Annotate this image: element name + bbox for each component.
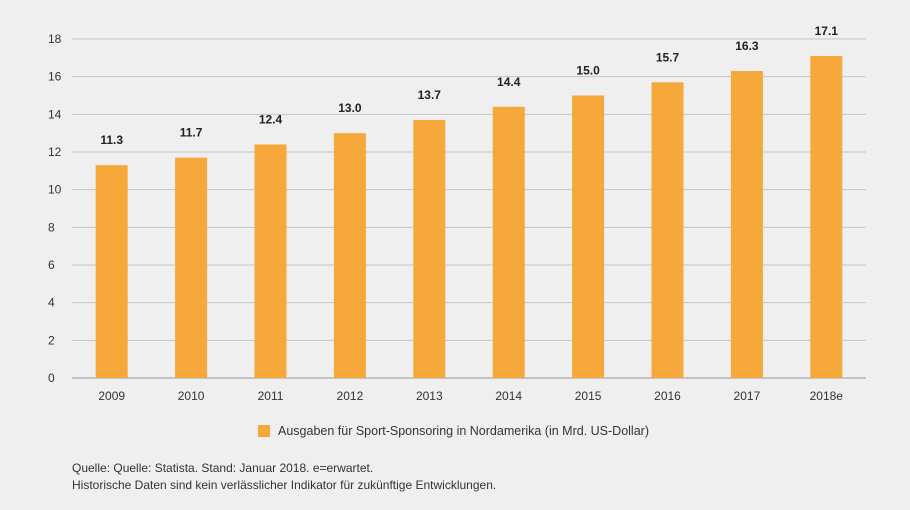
data-label: 13.7 xyxy=(418,88,442,102)
y-tick-label: 4 xyxy=(48,296,55,310)
y-tick-label: 2 xyxy=(48,333,55,347)
data-label: 17.1 xyxy=(815,24,839,38)
x-tick-label: 2009 xyxy=(98,389,125,403)
y-tick-label: 8 xyxy=(48,220,55,234)
y-tick-label: 18 xyxy=(48,32,62,46)
y-tick-label: 6 xyxy=(48,258,55,272)
x-tick-label: 2011 xyxy=(258,389,284,403)
bar xyxy=(492,106,525,379)
bar xyxy=(810,55,843,378)
bar xyxy=(413,119,446,378)
source-note: Quelle: Quelle: Statista. Stand: Januar … xyxy=(72,460,496,494)
y-tick-label: 14 xyxy=(48,107,62,121)
bar xyxy=(95,165,128,378)
y-tick-label: 10 xyxy=(48,183,62,197)
legend-swatch xyxy=(258,425,270,437)
data-label: 11.3 xyxy=(100,133,123,147)
data-label: 11.7 xyxy=(180,126,203,140)
bar-chart: 0 2 4 6 8 10 12 14 16 18 11.3 2009 11.7 2010 12.4 2011 1… xyxy=(48,24,866,403)
y-tick-label: 0 xyxy=(48,371,55,385)
x-tick-label: 2014 xyxy=(495,389,522,403)
data-label: 15.7 xyxy=(656,50,680,64)
x-tick-label: 2015 xyxy=(575,389,602,403)
y-tick-label: 16 xyxy=(48,70,62,84)
bar xyxy=(651,82,684,379)
x-tick-label: 2017 xyxy=(734,389,761,403)
bar xyxy=(333,133,366,378)
x-tick-label: 2010 xyxy=(178,389,205,403)
legend-label: Ausgaben für Sport-Sponsoring in Nordame… xyxy=(278,424,649,438)
data-label: 13.0 xyxy=(338,101,362,115)
chart-area: 0 2 4 6 8 10 12 14 16 18 11.3 2009 11.7 2010 12.4 2011 1… xyxy=(48,24,866,403)
data-label: 12.4 xyxy=(259,112,283,126)
data-label: 15.0 xyxy=(576,64,600,78)
data-label: 16.3 xyxy=(735,39,759,53)
source-line-2: Historische Daten sind kein verlässliche… xyxy=(72,478,497,492)
y-tick-label: 12 xyxy=(48,145,62,159)
bar xyxy=(175,157,208,378)
bar xyxy=(730,71,763,379)
x-tick-label: 2013 xyxy=(416,389,443,403)
x-tick-label: 2016 xyxy=(654,389,681,403)
x-tick-label: 2012 xyxy=(337,389,364,403)
x-tick-label: 2018e xyxy=(810,389,844,403)
source-line-1: Quelle: Quelle: Statista. Stand: Januar … xyxy=(72,461,374,475)
legend: Ausgaben für Sport-Sponsoring in Nordame… xyxy=(258,424,649,438)
data-label: 14.4 xyxy=(497,75,521,89)
bar xyxy=(572,95,605,378)
bar xyxy=(254,144,287,378)
